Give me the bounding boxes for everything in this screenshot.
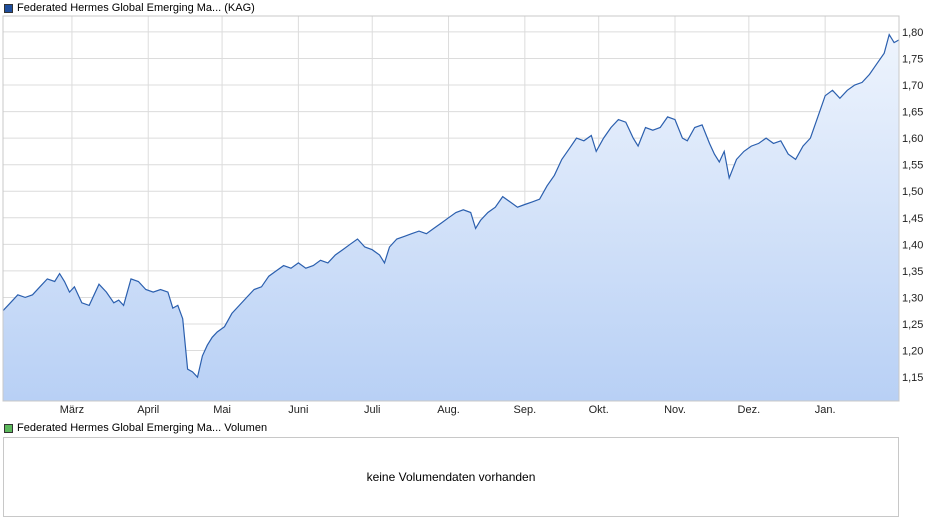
price-area bbox=[3, 34, 899, 401]
legend-price-swatch bbox=[4, 3, 13, 13]
x-tick-label: Mai bbox=[213, 404, 231, 416]
legend-volume-label: Federated Hermes Global Emerging Ma... V… bbox=[17, 422, 268, 434]
x-tick-label: Okt. bbox=[589, 404, 609, 416]
y-tick-label: 1,80 bbox=[902, 27, 923, 39]
y-tick-label: 1,60 bbox=[902, 133, 923, 145]
price-chart: 1,15 1,20 1,25 1,30 1,35 1,40 1,45 1,50 1,55 1,60… bbox=[2, 15, 923, 416]
legend-price: Federated Hermes Global Emerging Ma... (… bbox=[4, 1, 255, 15]
y-tick-label: 1,45 bbox=[902, 213, 923, 225]
x-tick-label: März bbox=[60, 404, 84, 416]
x-axis: März April Mai Juni Juli Aug. Sep. Okt. Nov. Dez.… bbox=[60, 404, 836, 416]
y-tick-label: 1,75 bbox=[902, 53, 923, 65]
y-tick-label: 1,40 bbox=[902, 239, 923, 251]
legend-price-label: Federated Hermes Global Emerging Ma... (… bbox=[17, 2, 255, 14]
y-tick-label: 1,50 bbox=[902, 186, 923, 198]
volume-empty-text: keine Volumendaten vorhanden bbox=[366, 470, 536, 484]
y-tick-label: 1,55 bbox=[902, 160, 923, 172]
x-tick-label: Sep. bbox=[514, 404, 537, 416]
x-tick-label: April bbox=[137, 404, 159, 416]
legend-volume-swatch bbox=[4, 423, 13, 433]
chart-frame bbox=[2, 15, 900, 402]
x-tick-label: Aug. bbox=[437, 404, 460, 416]
y-tick-label: 1,70 bbox=[902, 80, 923, 92]
y-tick-label: 1,20 bbox=[902, 346, 923, 358]
x-tick-label: Nov. bbox=[664, 404, 686, 416]
y-tick-label: 1,65 bbox=[902, 107, 923, 119]
x-tick-label: Jan. bbox=[815, 404, 836, 416]
x-tick-label: Juli bbox=[364, 404, 381, 416]
volume-panel: keine Volumendaten vorhanden bbox=[3, 437, 899, 517]
y-tick-label: 1,30 bbox=[902, 292, 923, 304]
y-tick-label: 1,15 bbox=[902, 372, 923, 384]
y-tick-label: 1,35 bbox=[902, 266, 923, 278]
y-axis: 1,15 1,20 1,25 1,30 1,35 1,40 1,45 1,50 1,55 1,60… bbox=[902, 27, 923, 384]
x-tick-label: Dez. bbox=[738, 404, 761, 416]
x-tick-label: Juni bbox=[288, 404, 308, 416]
legend-volume: Federated Hermes Global Emerging Ma... V… bbox=[4, 421, 267, 435]
y-tick-label: 1,25 bbox=[902, 319, 923, 331]
price-line bbox=[2, 33, 900, 379]
